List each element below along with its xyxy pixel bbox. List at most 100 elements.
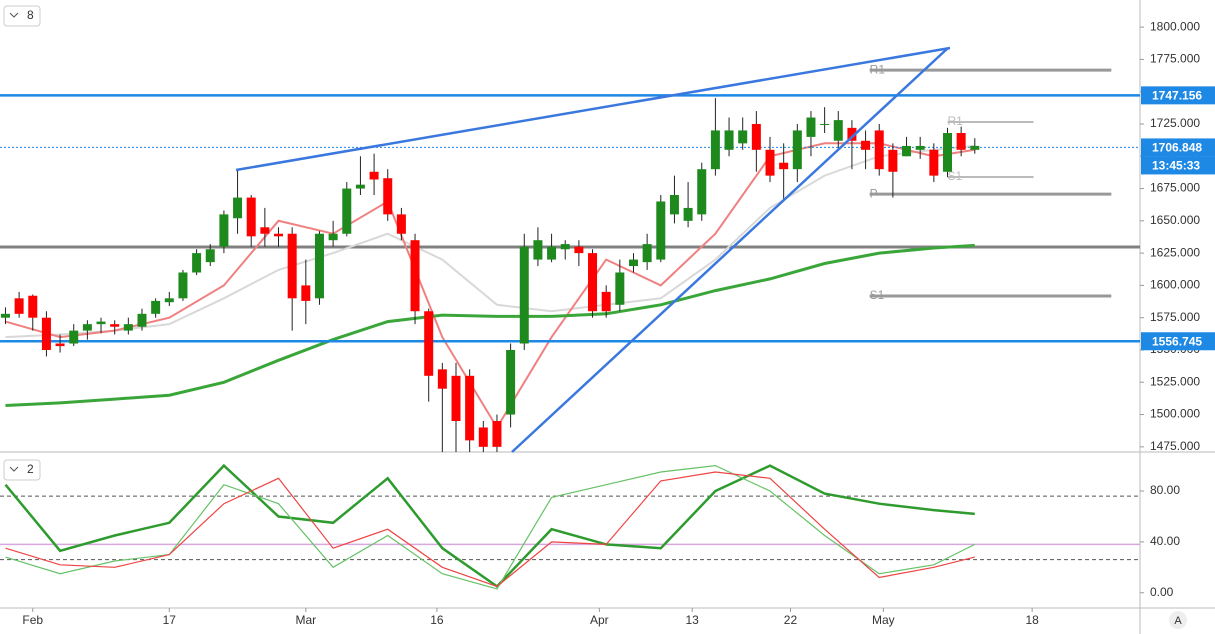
x-tick-label: May xyxy=(872,613,895,627)
candle-body xyxy=(424,311,434,376)
candle-body xyxy=(110,324,120,327)
candle-body xyxy=(151,300,161,314)
indicator-line xyxy=(5,471,975,588)
pane-label: 2 xyxy=(27,462,34,476)
price-label: 1706.848 xyxy=(1152,141,1202,155)
y-tick-label: 1475.000 xyxy=(1150,439,1200,453)
candle-body xyxy=(287,233,297,299)
price-label-bg xyxy=(1141,138,1215,157)
candle-body xyxy=(465,375,475,441)
candle-body xyxy=(888,149,898,172)
candle-body xyxy=(874,130,884,170)
candle-body xyxy=(738,130,748,144)
candle-body xyxy=(492,421,502,447)
candle-body xyxy=(164,298,174,303)
candle-body xyxy=(628,259,638,267)
candle-body xyxy=(615,272,625,305)
chevron xyxy=(9,12,19,18)
y-tick-label: 1775.000 xyxy=(1150,52,1200,66)
button-bg xyxy=(1169,611,1187,629)
candle-body xyxy=(96,321,106,325)
candle-body xyxy=(792,130,802,170)
candle-body xyxy=(833,120,843,141)
candle-body xyxy=(41,317,51,350)
candle-body xyxy=(233,197,243,219)
countdown: 13:45:33 xyxy=(1152,159,1200,173)
candle-body xyxy=(942,133,952,172)
candle-body xyxy=(82,324,92,331)
pane-label-box[interactable]: 8 xyxy=(3,5,41,27)
y-tick-label: 1525.000 xyxy=(1150,374,1200,388)
x-tick-label: 13 xyxy=(686,613,700,627)
candle-body xyxy=(601,291,611,312)
candle-body xyxy=(355,184,365,189)
pivot-label: R1 xyxy=(947,114,963,128)
x-tick-label: 22 xyxy=(784,613,798,627)
y-tick-label: 1800.000 xyxy=(1150,19,1200,33)
pane-label-box[interactable]: 2 xyxy=(3,459,41,481)
candle-body xyxy=(506,349,516,415)
candle-body xyxy=(956,133,966,150)
candle-body xyxy=(314,233,324,299)
candle-body xyxy=(560,244,570,250)
candle-body xyxy=(588,253,598,312)
candle-body xyxy=(410,240,420,312)
y-tick-label: 1600.000 xyxy=(1150,278,1200,292)
candle-body xyxy=(55,343,65,347)
x-tick-label: 18 xyxy=(1025,613,1039,627)
pane-label-bg xyxy=(3,5,41,27)
candle-body xyxy=(656,201,666,260)
candle-body xyxy=(751,123,761,150)
button-label: A xyxy=(1174,615,1182,627)
pivot-label: S1 xyxy=(947,169,962,183)
candle-body xyxy=(929,149,939,176)
y-tick-label: 1500.000 xyxy=(1150,407,1200,421)
candle-body xyxy=(669,195,679,215)
candle-body xyxy=(123,324,133,331)
candle-body xyxy=(915,145,925,150)
candle-body xyxy=(192,253,202,273)
candle-body xyxy=(902,145,912,157)
candle-body xyxy=(683,207,693,221)
candle-body xyxy=(519,246,529,344)
y-tick-label: 0.00 xyxy=(1150,585,1174,599)
y-tick-label: 1675.000 xyxy=(1150,181,1200,195)
candle-body xyxy=(574,246,584,254)
indicator-line xyxy=(5,243,975,407)
x-tick-label: Apr xyxy=(590,613,609,627)
price-label-bg xyxy=(1141,86,1215,105)
candle-body xyxy=(847,127,857,141)
x-tick-label: Feb xyxy=(22,613,43,627)
countdown-bg xyxy=(1141,156,1215,175)
candle-body xyxy=(0,313,10,318)
candle-body xyxy=(806,117,816,137)
trend-line xyxy=(511,47,949,453)
candle-body xyxy=(342,188,352,234)
y-tick-label: 80.00 xyxy=(1150,483,1180,497)
pane-label: 8 xyxy=(27,8,34,22)
candle-body xyxy=(219,214,229,247)
candle-body xyxy=(178,272,188,299)
candle-body xyxy=(69,330,79,344)
y-tick-label: 1625.000 xyxy=(1150,245,1200,259)
trend-line xyxy=(235,46,951,172)
candle-body xyxy=(396,214,406,234)
auto-scale-button[interactable]: A xyxy=(1169,611,1187,629)
candle-body xyxy=(697,169,707,215)
y-tick-label: 1575.000 xyxy=(1150,310,1200,324)
indicator-line xyxy=(5,144,975,339)
y-tick-label: 40.00 xyxy=(1150,534,1180,548)
candle-body xyxy=(437,369,447,389)
candle-body xyxy=(861,140,871,150)
candle-body xyxy=(478,427,488,447)
main-pane: R1 P S1 R1 S1 xyxy=(0,62,1140,452)
x-tick-label: 16 xyxy=(430,613,444,627)
candle-body xyxy=(533,240,543,260)
candle-body xyxy=(710,130,720,170)
y-tick-label: 1650.000 xyxy=(1150,213,1200,227)
candle-body xyxy=(274,233,284,237)
pane-label-bg xyxy=(3,459,41,481)
chevron xyxy=(9,466,19,472)
candle-body xyxy=(383,178,393,215)
